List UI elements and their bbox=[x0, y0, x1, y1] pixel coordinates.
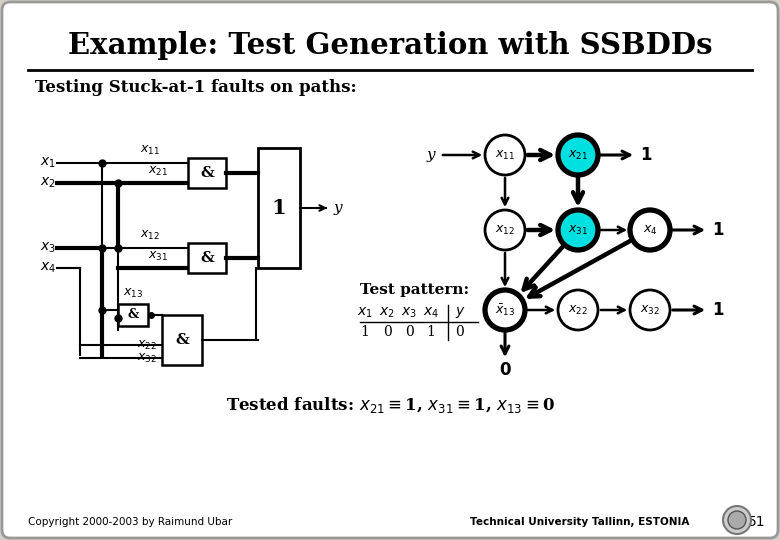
Text: $y$: $y$ bbox=[455, 306, 466, 321]
Text: $x_{21}$: $x_{21}$ bbox=[568, 148, 588, 161]
Circle shape bbox=[485, 290, 525, 330]
FancyBboxPatch shape bbox=[258, 148, 300, 268]
Text: $x_4$: $x_4$ bbox=[643, 224, 658, 237]
Text: $x_1$: $x_1$ bbox=[40, 156, 56, 170]
Text: $x_2$: $x_2$ bbox=[40, 176, 56, 190]
Text: Copyright 2000-2003 by Raimund Ubar: Copyright 2000-2003 by Raimund Ubar bbox=[28, 517, 232, 527]
Text: 0: 0 bbox=[499, 361, 511, 379]
Text: $x_{31}$: $x_{31}$ bbox=[148, 250, 168, 263]
Circle shape bbox=[630, 290, 670, 330]
Text: 1: 1 bbox=[360, 325, 370, 339]
Text: $x_4$: $x_4$ bbox=[423, 306, 439, 320]
Text: $x_{32}$: $x_{32}$ bbox=[640, 303, 660, 316]
Text: 1: 1 bbox=[271, 198, 286, 218]
Text: $x_2$: $x_2$ bbox=[379, 306, 395, 320]
Circle shape bbox=[558, 135, 598, 175]
Circle shape bbox=[728, 511, 746, 529]
Text: $\bar{x}_{13}$: $\bar{x}_{13}$ bbox=[495, 302, 515, 318]
Text: Tested faults: $x_{21}$$\equiv$1, $x_{31}$$\equiv$1, $x_{13}$$\equiv$0: Tested faults: $x_{21}$$\equiv$1, $x_{31… bbox=[225, 395, 555, 415]
Circle shape bbox=[485, 135, 525, 175]
Text: $x_{11}$: $x_{11}$ bbox=[495, 148, 515, 161]
Text: $x_{13}$: $x_{13}$ bbox=[123, 287, 143, 300]
Text: $x_{31}$: $x_{31}$ bbox=[568, 224, 588, 237]
Text: $x_4$: $x_4$ bbox=[40, 261, 56, 275]
Text: 1: 1 bbox=[427, 325, 435, 339]
Text: 0: 0 bbox=[456, 325, 464, 339]
Text: $x_{12}$: $x_{12}$ bbox=[495, 224, 515, 237]
Text: $x_3$: $x_3$ bbox=[40, 241, 56, 255]
Text: $x_{12}$: $x_{12}$ bbox=[140, 229, 160, 242]
Text: Technical University Tallinn, ESTONIA: Technical University Tallinn, ESTONIA bbox=[470, 517, 690, 527]
Circle shape bbox=[558, 290, 598, 330]
Text: 1: 1 bbox=[712, 301, 724, 319]
Circle shape bbox=[630, 210, 670, 250]
Text: Example: Test Generation with SSBDDs: Example: Test Generation with SSBDDs bbox=[68, 30, 712, 59]
Text: 51: 51 bbox=[748, 515, 766, 529]
Text: &: & bbox=[127, 308, 139, 321]
Text: 0: 0 bbox=[383, 325, 392, 339]
Text: $x_1$: $x_1$ bbox=[357, 306, 373, 320]
FancyBboxPatch shape bbox=[118, 304, 148, 326]
Text: 1: 1 bbox=[712, 221, 724, 239]
Text: 0: 0 bbox=[405, 325, 413, 339]
FancyBboxPatch shape bbox=[162, 315, 202, 365]
Text: &: & bbox=[200, 251, 214, 265]
Text: $x_3$: $x_3$ bbox=[401, 306, 417, 320]
Text: $x_{11}$: $x_{11}$ bbox=[140, 144, 160, 157]
Text: &: & bbox=[200, 166, 214, 180]
Text: $x_{22}$: $x_{22}$ bbox=[137, 339, 157, 352]
Text: &: & bbox=[176, 333, 189, 347]
Text: $x_{32}$: $x_{32}$ bbox=[137, 352, 157, 365]
Text: 1: 1 bbox=[640, 146, 651, 164]
Circle shape bbox=[558, 210, 598, 250]
Text: $x_{22}$: $x_{22}$ bbox=[568, 303, 588, 316]
Circle shape bbox=[485, 210, 525, 250]
FancyBboxPatch shape bbox=[188, 158, 226, 188]
Text: Test pattern:: Test pattern: bbox=[360, 283, 469, 297]
Text: y: y bbox=[427, 148, 435, 162]
Text: Testing Stuck-at-1 faults on paths:: Testing Stuck-at-1 faults on paths: bbox=[35, 79, 356, 97]
Circle shape bbox=[723, 506, 751, 534]
Text: y: y bbox=[334, 201, 342, 215]
FancyBboxPatch shape bbox=[188, 243, 226, 273]
Text: $x_{21}$: $x_{21}$ bbox=[148, 165, 168, 178]
